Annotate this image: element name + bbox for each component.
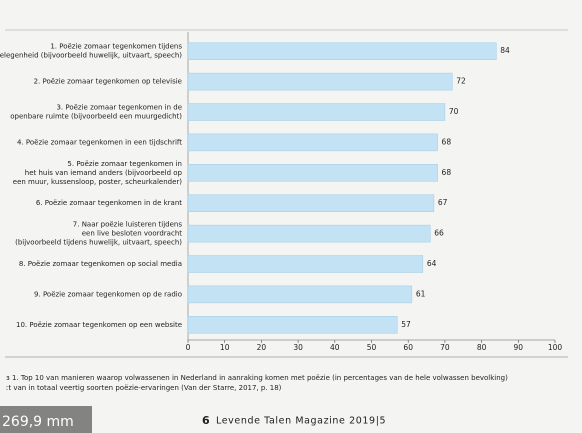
category-label: 6. Poëzie zomaar tegenkomen in de krant: [36, 199, 182, 207]
x-tick-label: 70: [440, 343, 450, 352]
overlay-text: 269,9 mm: [2, 414, 74, 430]
x-tick-label: 60: [403, 343, 413, 352]
caption: ɜ 1. Top 10 van manieren waarop volwasse…: [6, 374, 508, 382]
bar: [187, 164, 438, 182]
bar: [187, 316, 398, 334]
x-tick-label: 30: [293, 343, 303, 352]
page-number: 6: [202, 414, 210, 427]
caption: ːt van in totaal veertig soorten poëzie-…: [6, 384, 282, 392]
value-label: 57: [401, 320, 411, 329]
category-label: 7. Naar poëzie luisteren tijdens: [73, 221, 183, 229]
value-label: 61: [416, 289, 426, 298]
value-label: 64: [427, 259, 437, 268]
value-label: 84: [500, 46, 510, 55]
bar: [187, 72, 453, 91]
x-tick-label: 90: [514, 343, 524, 352]
category-label: een muur, kussensloop, poster, scheurkal…: [13, 178, 182, 186]
category-label: openbare ruimte (bijvoorbeeld een muurge…: [10, 113, 182, 121]
value-label: 66: [434, 229, 444, 238]
bar: [187, 255, 424, 273]
value-label: 67: [438, 198, 448, 207]
x-tick-label: 20: [257, 343, 267, 352]
bar: [187, 133, 438, 152]
magazine-name: Levende Talen Magazine 2019|5: [216, 416, 386, 427]
category-label: 2. Poëzie zomaar tegenkomen op televisie: [34, 78, 182, 86]
bar: [187, 285, 413, 304]
x-tick-label: 0: [186, 343, 191, 352]
category-label: 10. Poëzie zomaar tegenkomen op een webs…: [16, 321, 182, 329]
category-label: 9. Poëzie zomaar tegenkomen op de radio: [34, 290, 182, 298]
x-tick-label: 50: [367, 343, 377, 352]
x-tick-label: 10: [220, 343, 230, 352]
category-label: het huis van iemand anders (bijvoorbeeld…: [25, 169, 183, 177]
value-label: 68: [442, 137, 452, 146]
bar: [187, 224, 431, 243]
category-label: elegenheid (bijvoorbeeld huwelijk, uitva…: [0, 52, 182, 60]
category-label: (bijvoorbeeld tijdens huwelijk, uitvaart…: [15, 239, 182, 247]
category-label: een live besloten voordracht: [82, 230, 183, 238]
overlay-box: [0, 406, 92, 433]
x-tick-label: 100: [548, 343, 563, 352]
value-label: 68: [442, 168, 452, 177]
bar: [187, 103, 446, 121]
bar: [187, 42, 497, 60]
category-label: 8. Poëzie zomaar tegenkomen op social me…: [19, 260, 182, 268]
x-tick-label: 80: [477, 343, 487, 352]
category-label: 1. Poëzie zomaar tegenkomen tijdens: [50, 43, 182, 51]
value-label: 72: [456, 77, 466, 86]
x-tick-label: 40: [330, 343, 340, 352]
category-label: 4. Poëzie zomaar tegenkomen in een tijds…: [17, 138, 182, 146]
value-label: 70: [449, 107, 459, 116]
category-label: 3. Poëzie zomaar tegenkomen in de: [56, 104, 182, 112]
bar: [187, 194, 435, 212]
category-label: 5. Poëzie zomaar tegenkomen in: [67, 160, 182, 168]
